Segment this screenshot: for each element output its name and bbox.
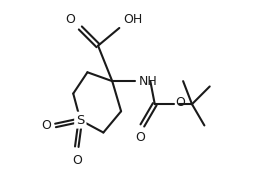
Text: S: S	[76, 114, 85, 127]
Text: O: O	[65, 13, 75, 26]
Text: O: O	[41, 119, 51, 132]
Text: NH: NH	[139, 75, 158, 88]
Text: O: O	[175, 96, 185, 109]
Text: OH: OH	[123, 13, 142, 26]
Text: O: O	[136, 131, 146, 144]
Text: O: O	[72, 154, 82, 167]
